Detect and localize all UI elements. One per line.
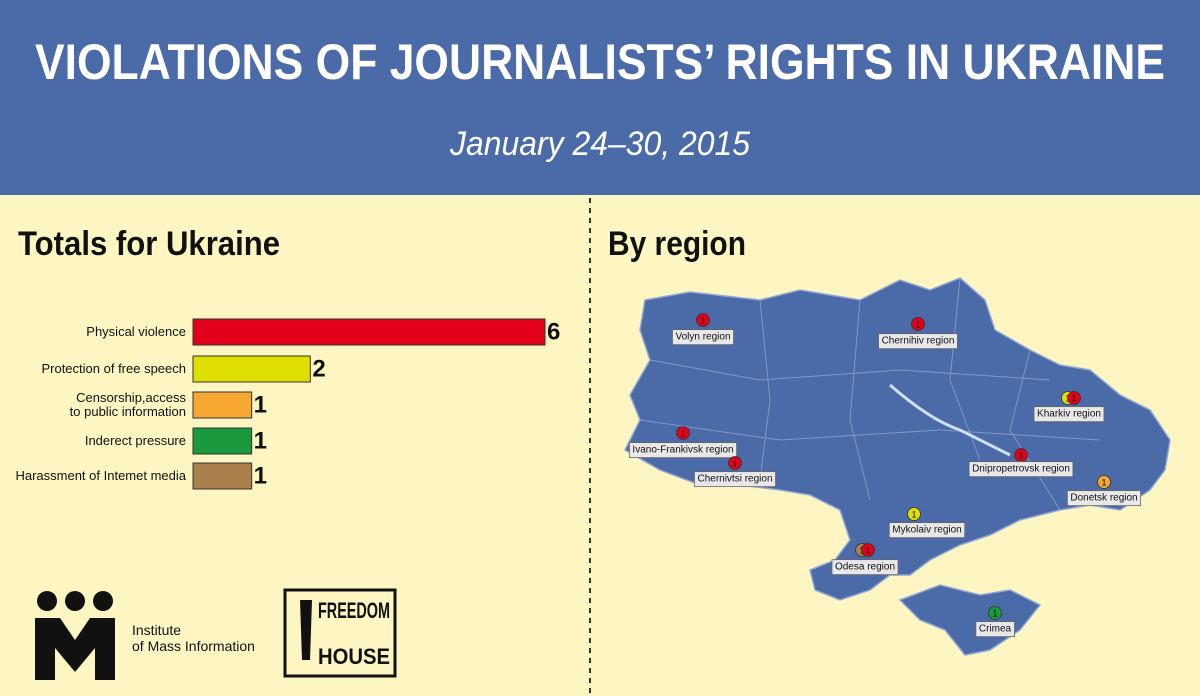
- category-label: Inderect pressure: [84, 433, 186, 448]
- marker-count: 1: [865, 545, 870, 555]
- region-label: Donetsk region: [1070, 493, 1137, 504]
- region-label: Chernihiv region: [882, 336, 955, 347]
- imi-name: Institute of Mass Information: [132, 622, 255, 654]
- region-label: Crimea: [979, 624, 1012, 635]
- region-marker: [696, 313, 710, 327]
- region-label-box: [629, 442, 737, 459]
- category-label: Censorship,access to public information: [69, 390, 186, 419]
- bar: [192, 427, 253, 455]
- marker-count: 1: [700, 315, 705, 325]
- marker-count: 1: [911, 509, 916, 519]
- region-label-box: [1033, 406, 1105, 423]
- region-label-box: [878, 333, 958, 350]
- region-label-box: [694, 471, 776, 488]
- imi-logo: [35, 591, 115, 680]
- region-label: Dnipropetrovsk region: [972, 464, 1070, 475]
- crimea: [898, 584, 1042, 656]
- freedom-house-text: HOUSE: [318, 644, 390, 669]
- region-borders: [639, 277, 1101, 511]
- category-label: Harassment of Intemet media: [15, 468, 186, 483]
- category-label: Protection of free speech: [41, 361, 186, 376]
- value-label: 2: [312, 355, 325, 382]
- category-label: Physical violence: [86, 324, 186, 339]
- map-title: By region: [608, 225, 746, 263]
- subtitle: January 24–30, 2015: [449, 125, 750, 163]
- marker-count: 1: [1071, 393, 1076, 403]
- header-band: [0, 0, 1200, 195]
- region-marker: [911, 317, 925, 331]
- river: [889, 383, 1011, 457]
- region-label-box: [1066, 490, 1142, 507]
- value-label: 1: [254, 427, 267, 454]
- logo-dot: [93, 591, 113, 611]
- region-marker: [1067, 391, 1081, 405]
- value-label: 1: [254, 462, 267, 489]
- region-marker: [728, 456, 742, 470]
- region-marker: [1097, 475, 1111, 489]
- region-label: Mykolaiv region: [892, 525, 961, 536]
- bar: [192, 462, 253, 490]
- region-marker: [676, 426, 690, 440]
- region-label: Volyn region: [675, 332, 730, 343]
- logo-m: [35, 618, 115, 680]
- region-label-box: [672, 329, 734, 346]
- value-label: 6: [547, 318, 560, 345]
- marker-count: 1: [915, 319, 920, 329]
- logo-dot: [37, 591, 57, 611]
- freedom-house-text: FREEDOM: [318, 598, 390, 623]
- title: VIOLATIONS OF JOURNALISTS’ RIGHTS IN UKR…: [35, 34, 1165, 90]
- region-label-box: [975, 621, 1015, 638]
- region-label-box: [968, 461, 1074, 478]
- region-marker: [861, 543, 875, 557]
- bar: [192, 355, 311, 383]
- region-marker: [907, 507, 921, 521]
- region-label-box: [831, 559, 899, 576]
- marker-count: 1: [1018, 450, 1023, 460]
- region-label: Chernivtsi region: [697, 474, 772, 485]
- region-marker: [988, 606, 1002, 620]
- map: [624, 277, 1171, 656]
- marker-count: 1: [1101, 477, 1106, 487]
- region-label: Ivano-Frankivsk region: [632, 445, 733, 456]
- chart-title: Totals for Ukraine: [18, 225, 280, 263]
- freedom-house-logo: [283, 588, 397, 678]
- bar: [192, 391, 253, 419]
- region-label: Odesa region: [835, 562, 895, 573]
- logo-dot: [65, 591, 85, 611]
- bar: [192, 318, 546, 346]
- region-label: Kharkiv region: [1037, 409, 1101, 420]
- marker-count: 1: [732, 458, 737, 468]
- region-label-box: [888, 522, 966, 539]
- value-label: 1: [254, 391, 267, 418]
- logo-torch: [300, 600, 312, 660]
- marker-count: 1: [992, 608, 997, 618]
- marker-count: 1: [680, 428, 685, 438]
